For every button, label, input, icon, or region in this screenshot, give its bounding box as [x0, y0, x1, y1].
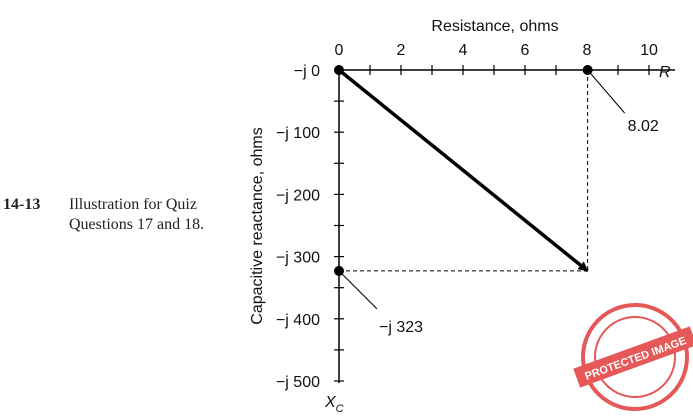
x-axis-title: Resistance, ohms — [431, 18, 558, 35]
y-tick-label: −j 500 — [276, 374, 320, 391]
y-tick-label: −j 0 — [294, 63, 320, 80]
x-tick-label: 0 — [335, 42, 344, 59]
y-tick-label: −j 400 — [276, 312, 320, 329]
impedance-vector — [337, 68, 589, 273]
x-tick-label: 10 — [640, 42, 658, 59]
x-tick-label: 4 — [459, 42, 468, 59]
caption-line-1: Illustration for Quiz — [69, 196, 197, 213]
stamp-text: PROTECTED IMAGE — [583, 335, 688, 383]
x-tick-label: 6 — [521, 42, 530, 59]
y-axis-symbol-subscript: C — [336, 403, 344, 415]
y-tick-label: −j 300 — [276, 250, 320, 267]
figure-number: 14-13 — [3, 196, 41, 213]
x-tick-label: 2 — [397, 42, 406, 59]
protected-image-stamp: PROTECTED IMAGE — [573, 303, 693, 411]
y-axis-symbol: XC — [324, 394, 344, 415]
caption-line-2: Questions 17 and 18. — [69, 216, 205, 233]
x-tick-label: 8 — [583, 42, 592, 59]
point-leader-line — [338, 270, 378, 310]
y-axis-title: Capacitive reactance, ohms — [249, 127, 266, 324]
point-label: 8.02 — [628, 118, 659, 135]
x-axis-symbol: R — [659, 64, 671, 81]
y-tick-label: −j 200 — [276, 187, 320, 204]
point-marker — [334, 65, 344, 75]
point-label: −j 323 — [379, 319, 423, 336]
y-tick-label: −j 100 — [276, 125, 320, 142]
point-leader-line — [587, 69, 625, 114]
